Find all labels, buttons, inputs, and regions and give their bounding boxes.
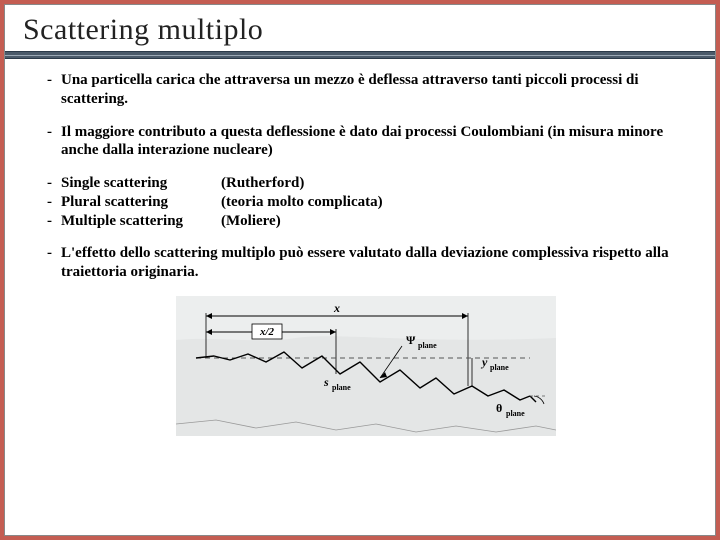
- list-item: Multiple scattering (Moliere): [47, 212, 685, 231]
- list-item: Plural scattering (teoria molto complica…: [47, 193, 685, 212]
- svg-text:θ: θ: [496, 401, 502, 415]
- svg-text:plane: plane: [418, 341, 437, 350]
- scattering-list: Single scattering (Rutherford) Plural sc…: [47, 174, 685, 230]
- svg-text:plane: plane: [332, 383, 351, 392]
- slide: Scattering multiplo Una particella caric…: [4, 4, 716, 536]
- slide-title: Scattering multiplo: [23, 13, 697, 47]
- scatter-name: Single scattering: [61, 174, 221, 193]
- bullet-4: L'effetto dello scattering multiplo può …: [47, 244, 685, 282]
- svg-text:plane: plane: [506, 409, 525, 418]
- scatter-note: (Moliere): [221, 212, 685, 231]
- bullet-2: Il maggiore contributo a questa deflessi…: [47, 123, 685, 161]
- scatter-note: (Rutherford): [221, 174, 685, 193]
- svg-text:plane: plane: [490, 363, 509, 372]
- figure-container: xx/2splaneΨplaneyplaneθplane: [47, 296, 685, 436]
- svg-text:Ψ: Ψ: [406, 333, 416, 347]
- svg-text:x/2: x/2: [259, 326, 275, 338]
- title-underline: [5, 51, 715, 59]
- svg-text:s: s: [323, 375, 329, 389]
- scatter-note: (teoria molto complicata): [221, 193, 685, 212]
- scatter-name: Multiple scattering: [61, 212, 221, 231]
- svg-text:y: y: [480, 355, 488, 369]
- scattering-diagram: xx/2splaneΨplaneyplaneθplane: [176, 296, 556, 436]
- bullet-1: Una particella carica che attraversa un …: [47, 71, 685, 109]
- svg-text:x: x: [333, 301, 340, 315]
- list-item: Single scattering (Rutherford): [47, 174, 685, 193]
- content-area: Una particella carica che attraversa un …: [5, 51, 715, 442]
- title-area: Scattering multiplo: [5, 5, 715, 51]
- scatter-name: Plural scattering: [61, 193, 221, 212]
